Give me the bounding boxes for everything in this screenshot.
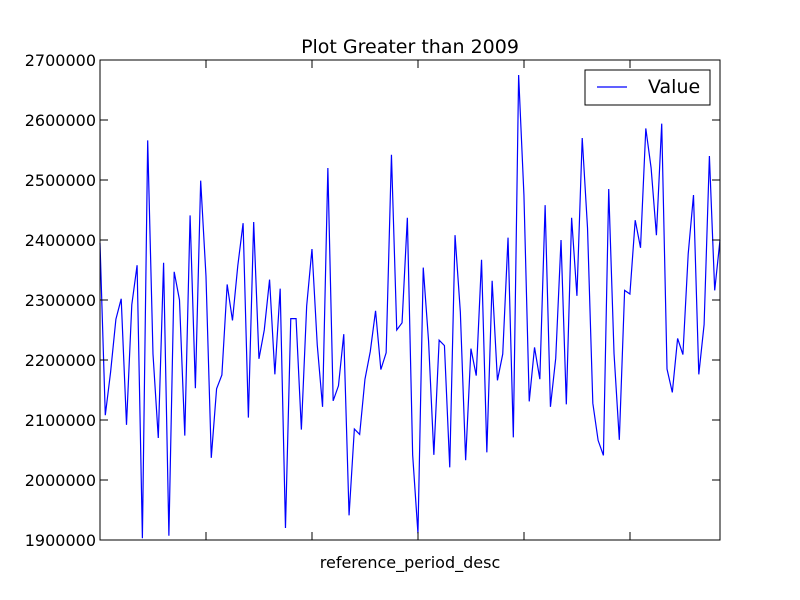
legend: Value [584,69,711,106]
y-tick-label: 2400000 [25,231,96,250]
y-tick-label: 2200000 [25,351,96,370]
series-group [99,74,721,539]
y-tick-label: 1900000 [25,531,96,550]
legend-label: Value [648,76,700,98]
series-line-value [99,74,721,539]
x-axis-label: reference_period_desc [320,553,501,573]
chart-title: Plot Greater than 2009 [301,36,519,58]
y-tick-label: 2000000 [25,471,96,490]
y-tick-label: 2700000 [25,51,96,70]
y-axis-ticks [100,59,720,541]
y-tick-label: 2300000 [25,291,96,310]
y-tick-label: 2600000 [25,111,96,130]
y-axis-tick-labels: 1900000 2000000 2100000 2200000 2300000 24000… [25,51,96,550]
y-tick-label: 2500000 [25,171,96,190]
x-axis-ticks [205,60,631,540]
y-tick-label: 2100000 [25,411,96,430]
